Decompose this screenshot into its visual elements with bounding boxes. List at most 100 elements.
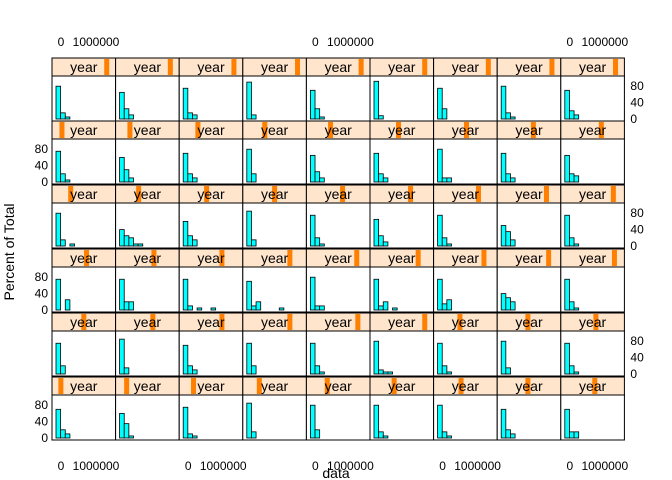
histogram-bar — [278, 307, 285, 311]
strip-level-indicator — [530, 122, 536, 138]
histogram-bar — [500, 152, 507, 183]
x-tick-label: 0 — [439, 459, 446, 473]
x-tick-label: 1000000 — [327, 35, 374, 49]
histogram-bar — [128, 435, 134, 439]
strip-label: year — [388, 378, 416, 394]
strip-level-indicator — [59, 122, 65, 138]
y-tick-label: 40 — [35, 415, 49, 429]
histogram-bar — [251, 173, 257, 183]
strip-label: year — [579, 186, 607, 202]
strip-level-indicator — [287, 314, 293, 330]
y-tick-label: 0 — [41, 431, 48, 445]
y-tick-label: 80 — [35, 398, 49, 412]
strip-label: year — [197, 59, 225, 75]
panel-4-4: year — [305, 312, 371, 377]
strip-level-indicator — [549, 59, 555, 75]
histogram-bar — [437, 278, 443, 311]
strip-level-indicator — [355, 314, 361, 330]
y-tick-label: 40 — [35, 287, 49, 301]
histogram-bar — [137, 243, 144, 247]
histogram-bar — [182, 344, 189, 375]
histogram-bar — [510, 301, 516, 311]
strip-label: year — [388, 250, 416, 266]
panel-4-7: year — [496, 312, 562, 377]
strip-level-indicator — [287, 250, 293, 266]
histogram-bar — [378, 115, 384, 120]
histogram-bar — [246, 81, 252, 120]
panel-frame — [242, 266, 307, 313]
strip-level-indicator — [204, 186, 210, 202]
x-axis-top: 0 1000000 — [58, 35, 120, 49]
y-tick-label: 80 — [35, 142, 49, 156]
panel-1-1: year — [115, 120, 180, 185]
histogram-bar — [441, 431, 448, 439]
strip-label: year — [197, 250, 225, 266]
strip-label: year — [515, 186, 543, 202]
strip-level-indicator — [324, 378, 330, 394]
panel-5-1: year — [115, 376, 180, 441]
histogram-bar — [123, 367, 130, 375]
panel-2-0: year — [51, 184, 117, 249]
histogram-bar — [128, 237, 134, 247]
histogram-bar — [378, 173, 384, 183]
strip-level-indicator — [611, 250, 617, 266]
x-tick-label: 1000000 — [581, 35, 628, 49]
histogram-bar — [314, 429, 321, 439]
strip-label: year — [134, 122, 162, 138]
strip-label: year — [261, 59, 289, 75]
panel-5-2: year — [178, 376, 244, 441]
panel-0-1: year — [115, 57, 180, 122]
strip-level-indicator — [262, 122, 268, 138]
histogram-bar — [55, 150, 62, 183]
y-tick-label: 80 — [630, 334, 644, 348]
panel-0-5: year — [369, 57, 435, 122]
x-axis-bottom: 0 1000000 — [439, 459, 501, 473]
x-tick-label: 1000000 — [73, 35, 120, 49]
y-tick-label: 0 — [630, 112, 637, 126]
histogram-bar — [382, 301, 389, 311]
panel-frame — [433, 138, 498, 185]
histogram-bar — [55, 408, 62, 439]
x-axis-bottom: 0 1000000 — [312, 459, 374, 473]
histogram-bar — [437, 148, 443, 183]
panel-5-4: year — [305, 376, 371, 441]
histogram-bar — [64, 116, 71, 120]
strip-level-indicator — [328, 122, 334, 138]
strip-label: year — [579, 250, 607, 266]
panel-frame — [242, 75, 307, 122]
x-axis-bottom: 0 1000000 — [566, 459, 628, 473]
strip-label: year — [515, 59, 543, 75]
histogram-bar — [373, 152, 380, 183]
histogram-bar — [123, 423, 130, 439]
y-tick-label: 80 — [630, 206, 644, 220]
histogram-bar — [569, 301, 575, 311]
y-tick-label: 40 — [630, 96, 644, 110]
histogram-bar — [314, 171, 321, 183]
x-tick-label: 0 — [58, 35, 65, 49]
histogram-bar — [246, 280, 252, 311]
histogram-bar — [55, 278, 62, 311]
strip-label: year — [261, 186, 289, 202]
histogram-bar — [437, 214, 443, 247]
histogram-bar — [378, 369, 384, 375]
histogram-bar — [314, 305, 321, 311]
histogram-bar — [569, 237, 575, 247]
panel-2-7: year — [496, 184, 562, 249]
strip-level-indicator — [391, 378, 397, 394]
histogram-bar — [119, 229, 125, 247]
histogram-bar — [314, 108, 321, 120]
strip-label: year — [70, 122, 98, 138]
histogram-bar — [319, 116, 325, 120]
histogram-bar — [192, 369, 198, 375]
panel-1-2: year — [178, 120, 244, 185]
strip-level-indicator — [592, 378, 598, 394]
histogram-bar — [373, 340, 380, 375]
histogram-bar — [246, 402, 252, 439]
strip-level-indicator — [295, 59, 301, 75]
histogram-bar — [573, 114, 580, 120]
histogram-bar — [309, 89, 316, 120]
panel-3-1: year — [115, 248, 180, 313]
y-axis-left: 0 40 80 — [35, 142, 49, 189]
strip-level-indicator — [610, 186, 616, 202]
y-tick-label: 40 — [630, 351, 644, 365]
